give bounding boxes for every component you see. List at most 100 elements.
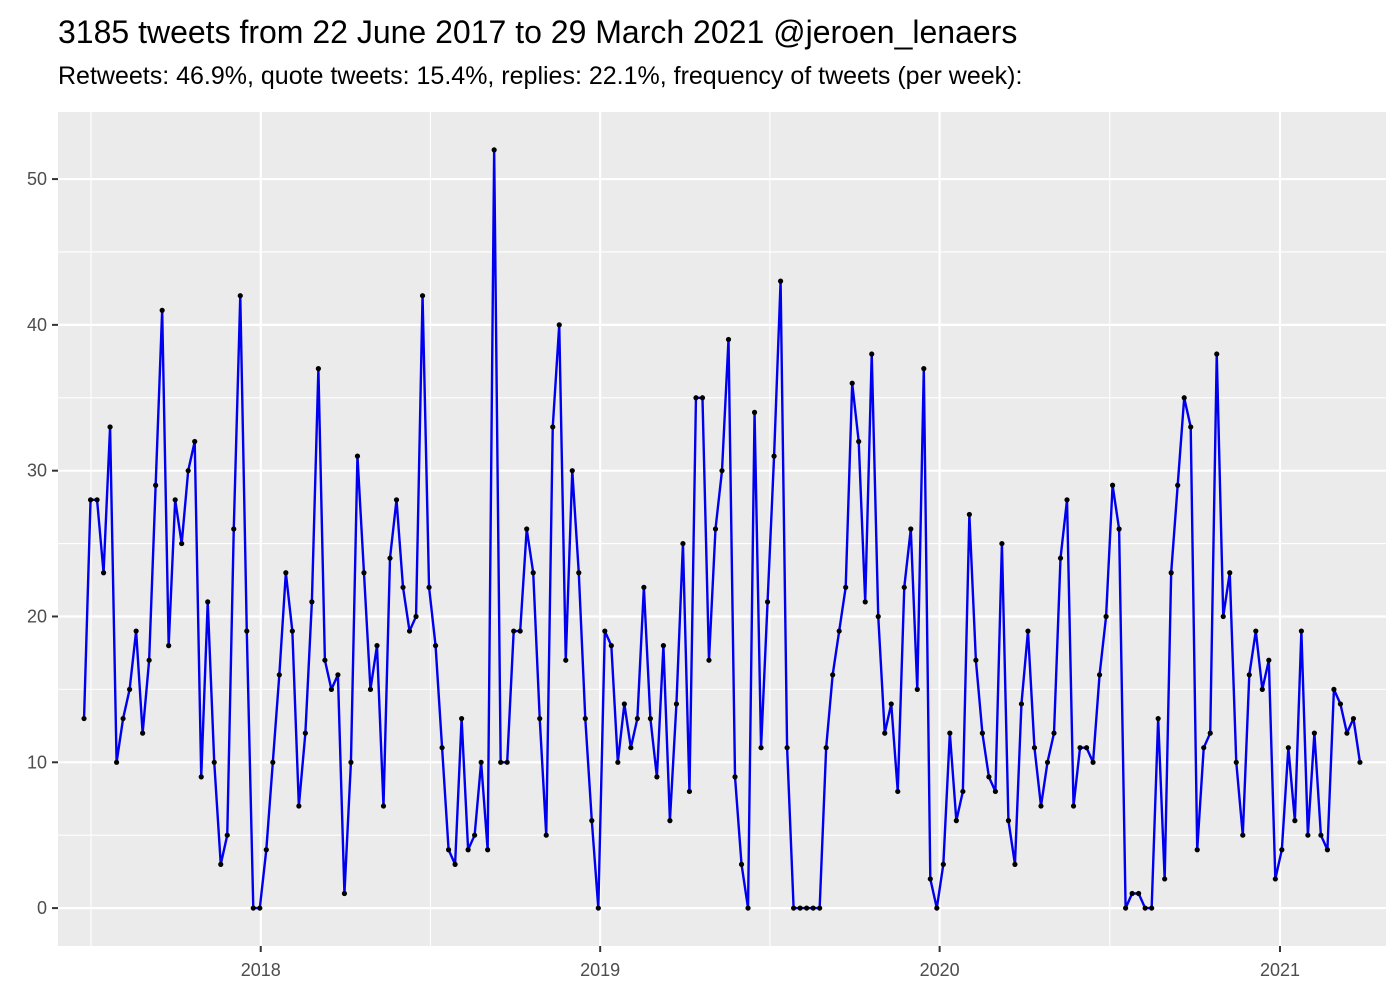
data-point	[817, 905, 823, 911]
data-point	[263, 847, 269, 853]
data-point	[172, 497, 178, 503]
y-tick-label: 50	[27, 169, 47, 189]
data-point	[1090, 759, 1096, 765]
data-point	[647, 715, 653, 722]
data-point	[511, 628, 517, 634]
data-point	[1201, 745, 1207, 751]
data-point	[1214, 351, 1220, 357]
data-point	[400, 584, 406, 590]
data-point	[849, 380, 855, 386]
data-point	[192, 438, 198, 445]
data-point	[1298, 628, 1304, 634]
data-point	[882, 730, 888, 736]
data-point	[843, 584, 849, 590]
data-point	[439, 745, 445, 751]
data-point	[1344, 730, 1350, 736]
data-point	[901, 584, 907, 590]
data-point	[999, 540, 1005, 547]
data-point	[159, 307, 165, 313]
data-point	[654, 774, 660, 780]
data-point	[888, 701, 894, 707]
data-point	[751, 409, 758, 415]
data-point	[960, 788, 966, 795]
data-point	[934, 905, 940, 911]
data-point	[732, 774, 738, 780]
data-point	[491, 147, 497, 153]
data-point	[1051, 730, 1057, 736]
data-point	[1149, 905, 1155, 911]
data-point	[660, 643, 667, 649]
data-point	[1175, 482, 1181, 488]
data-point	[797, 905, 803, 911]
data-point	[875, 613, 881, 620]
data-point	[432, 643, 439, 649]
data-point	[120, 715, 126, 722]
data-point	[1233, 759, 1239, 765]
x-tick-label: 2021	[1260, 960, 1300, 980]
data-point	[426, 584, 432, 590]
data-point	[530, 570, 536, 576]
data-point	[719, 468, 725, 474]
data-point	[602, 628, 608, 634]
data-point	[745, 905, 751, 911]
data-point	[341, 890, 348, 897]
data-point	[459, 715, 465, 722]
data-point	[771, 453, 777, 459]
data-point	[992, 788, 999, 795]
data-point	[380, 803, 387, 809]
data-point	[777, 278, 784, 284]
data-point	[1350, 715, 1357, 722]
data-point	[830, 672, 836, 678]
x-tick-label: 2020	[920, 960, 960, 980]
data-point	[107, 424, 113, 430]
data-point	[1253, 628, 1259, 634]
data-point	[1070, 803, 1077, 809]
data-point	[1194, 847, 1200, 853]
data-point	[1337, 701, 1344, 707]
data-point	[413, 613, 419, 620]
data-point	[680, 540, 686, 547]
data-point	[914, 686, 920, 692]
data-point	[283, 570, 289, 576]
data-point	[485, 847, 491, 853]
data-point	[81, 715, 87, 722]
data-point	[862, 599, 868, 605]
data-point	[1207, 730, 1213, 736]
data-point	[1292, 818, 1298, 824]
data-point	[1220, 613, 1226, 620]
data-point	[166, 643, 172, 649]
data-point	[498, 759, 504, 765]
data-point	[1116, 526, 1122, 532]
data-point	[953, 818, 959, 824]
data-point	[113, 759, 120, 765]
data-point	[1331, 686, 1337, 692]
data-point	[608, 643, 614, 649]
data-point	[784, 745, 790, 751]
data-point	[836, 628, 842, 634]
chart-subtitle: Retweets: 46.9%, quote tweets: 15.4%, re…	[58, 62, 1023, 90]
data-point	[1096, 672, 1103, 678]
y-tick-label: 0	[37, 898, 47, 918]
data-point	[856, 438, 862, 445]
data-point	[87, 497, 94, 503]
data-point	[452, 861, 458, 867]
data-point	[419, 293, 426, 299]
data-point	[595, 905, 601, 911]
data-point	[537, 715, 543, 722]
data-point	[699, 395, 706, 401]
data-point	[986, 774, 992, 780]
data-point	[1162, 876, 1168, 882]
data-point	[270, 759, 276, 765]
data-point	[758, 745, 764, 751]
data-point	[1012, 861, 1018, 867]
data-point	[621, 701, 627, 707]
data-point	[100, 570, 107, 576]
data-point	[927, 876, 933, 882]
data-point	[276, 672, 282, 678]
data-point	[1240, 832, 1246, 838]
plot-panel	[58, 112, 1386, 946]
data-point	[1285, 745, 1291, 751]
data-point	[550, 424, 556, 430]
data-point	[94, 497, 100, 503]
data-point	[198, 774, 204, 780]
